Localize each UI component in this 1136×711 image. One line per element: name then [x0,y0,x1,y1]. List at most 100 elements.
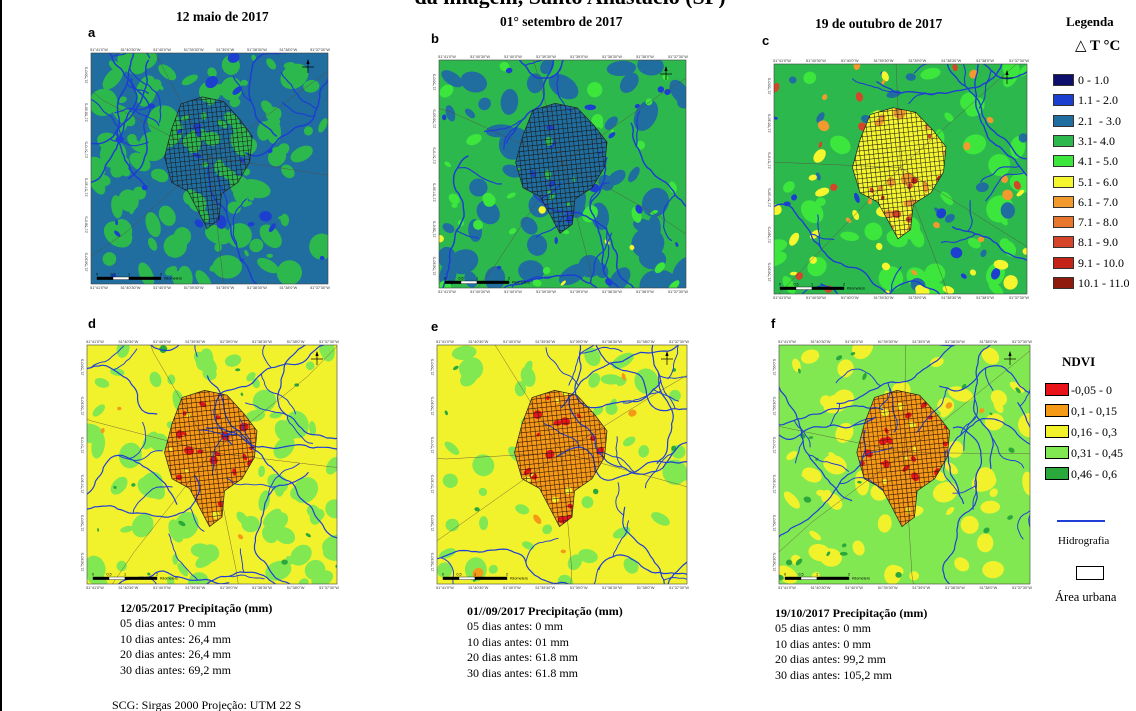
latitude-label: 21°57'0"S [773,436,777,453]
street-line [164,155,253,172]
hydrography-label: Hidrografia [1058,535,1110,547]
map-frame [438,59,687,289]
river-tributary [128,67,148,86]
street-line [515,171,607,188]
map-patch [932,481,958,503]
street-line [852,147,946,165]
top-longitude-label: 51°41'0"W [778,340,796,344]
latitude-label: 21°58'30"S [431,552,435,571]
scale-segment [124,576,158,580]
map-patch [182,411,187,416]
temperature-class-label: 3.1- 4.0 [1078,133,1115,148]
river-tributary [808,454,850,472]
map-patch [445,105,456,122]
map-patch [662,459,687,485]
bottom-longitude-label: 51°38'30"W [941,296,961,300]
river-tributary [794,440,804,464]
map-patch [668,181,677,194]
street-line [856,390,950,401]
river-line [207,165,258,284]
map-patch [954,557,970,572]
top-longitude-label: 51°38'30"W [602,55,622,59]
map-patch [944,112,954,122]
ndvi-map-may: 51°41'0"W 51°41'0"W 51°40'30"W 51°40'30"W 51… [78,337,343,593]
map-patch [158,205,176,226]
map-patch [986,116,994,124]
map-patch [521,541,535,550]
river-tributary [132,107,160,126]
map-patch [826,551,831,557]
river-line [595,345,687,412]
hydrography-line-icon [1057,520,1105,522]
map-patch [129,208,135,215]
river-tributary [117,450,163,461]
river-line [248,53,287,137]
precipitation-line: 20 dias antes: 99,2 mm [775,652,886,667]
map-patch [325,499,337,519]
map-patch [448,193,460,205]
map-patch [298,578,309,584]
latitude-label: 21°58'0"S [768,226,772,243]
map-patch [592,488,599,495]
river-tributary [593,565,601,584]
map-patch [1022,471,1030,496]
map-patch [176,128,183,134]
map-patch [496,265,502,270]
map-patch [205,76,218,89]
river-tributary [652,388,679,402]
map-patch [318,118,328,133]
ndvi-class-swatch [1045,383,1069,396]
map-surface [779,345,1030,584]
road-line [779,452,905,553]
street-line [164,164,253,181]
map-patch [232,86,243,95]
map-patch [993,399,1004,414]
river-line [437,548,570,584]
street-line [164,151,253,167]
street-line [544,103,564,234]
bottom-longitude-label: 51°38'30"W [602,290,622,294]
map-patch [840,231,860,241]
road-line [900,167,948,294]
scale-unit: Kilometers [510,576,528,580]
scale-label: 0,5 [106,573,111,577]
ndvi-class-swatch [1045,467,1069,480]
map-patch [145,212,161,238]
river-line [598,554,687,575]
latitude-label: 21°57'0"S [768,152,772,169]
street-line [856,402,950,419]
map-patch [920,67,941,80]
map-patch [227,53,240,63]
street-line [514,420,607,437]
street-line [515,166,607,183]
map-patch [634,103,640,109]
river-tributary [112,348,138,371]
map-patch [508,228,517,235]
river-line [779,416,876,441]
map-patch [999,215,1008,226]
map-patch [619,72,639,93]
ndvi-map-october: 51°41'0"W 51°41'0"W 51°40'30"W 51°40'30"W 51… [770,337,1036,593]
top-longitude-label: 51°41'0"W [773,59,791,63]
map-patch [166,576,175,584]
map-patch [147,572,151,576]
map-patch [668,280,680,288]
map-patch [830,183,838,191]
latitude-label: 21°56'0"S [85,66,89,83]
map-patch [606,60,637,77]
map-patch [969,269,977,276]
map-patch [274,526,296,545]
latitude-label: 21°58'30"S [433,256,437,275]
map-patch [116,560,127,572]
map-patch [117,120,128,135]
map-patch [243,201,253,207]
precipitation-line: 10 dias antes: 26,4 mm [120,631,231,646]
map-patch [841,543,847,548]
map-patch [638,219,653,235]
street-line [856,420,950,437]
north-arrow-icon [661,351,673,365]
map-patch [836,355,843,361]
top-longitude-label: 51°38'0"W [980,340,998,344]
street-line [852,120,946,137]
